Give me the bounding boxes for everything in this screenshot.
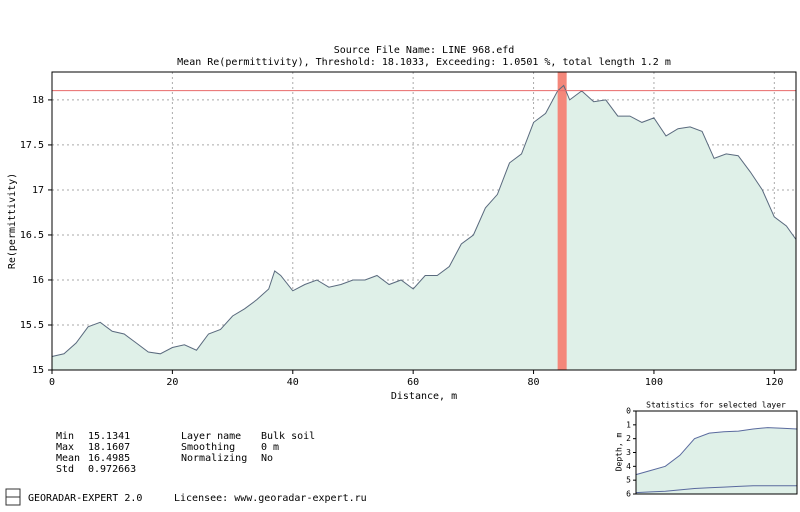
x-tick-label: 40 — [287, 377, 299, 388]
stat-value: 16.4985 — [88, 453, 130, 464]
x-axis-label: Distance, m — [391, 391, 457, 402]
y-tick-label: 16 — [32, 275, 44, 286]
inset-y-label: Depth, m — [615, 433, 624, 472]
stat-value: 0.972663 — [88, 464, 136, 475]
inset-y-tick-label: 4 — [626, 462, 631, 471]
y-axis-label: Re(permittivity) — [7, 173, 18, 269]
chart-title: Source File Name: LINE 968.efd — [334, 45, 515, 56]
stat-label: Mean — [56, 453, 80, 464]
inset-title: Statistics for selected layer — [646, 401, 786, 410]
plot-frame — [51, 71, 797, 371]
layer-label: Layer name — [181, 431, 241, 442]
inset-y-tick-label: 0 — [626, 407, 631, 416]
area-fill — [52, 85, 796, 370]
layer-value: 0 m — [261, 442, 279, 453]
stat-label: Std — [56, 464, 74, 475]
inset-y-tick-label: 3 — [626, 448, 631, 457]
y-tick-label: 17.5 — [20, 140, 44, 151]
x-tick-label: 20 — [166, 377, 178, 388]
x-tick-label: 80 — [528, 377, 540, 388]
highlight-band — [557, 72, 567, 370]
x-tick-label: 120 — [765, 377, 783, 388]
x-tick-label: 100 — [645, 377, 663, 388]
layer-value: Bulk soil — [261, 431, 315, 442]
stat-label: Max — [56, 442, 74, 453]
logo — [5, 488, 21, 506]
y-tick-label: 15.5 — [20, 320, 44, 331]
layer-label: Smoothing — [181, 442, 235, 453]
x-tick-label: 60 — [407, 377, 419, 388]
inset-fill — [636, 427, 797, 494]
x-tick-label: 0 — [49, 377, 55, 388]
licensee: Licensee: www.georadar-expert.ru — [174, 493, 367, 504]
y-tick-label: 17 — [32, 185, 44, 196]
inset-y-tick-label: 2 — [626, 434, 631, 443]
stat-value: 18.1607 — [88, 442, 130, 453]
stat-label: Min — [56, 431, 74, 442]
layer-value: No — [261, 453, 273, 464]
inset-y-tick-label: 5 — [626, 476, 631, 485]
inset-line — [635, 485, 797, 494]
stat-value: 15.1341 — [88, 431, 130, 442]
inset-y-tick-label: 1 — [626, 420, 631, 429]
layer-label: Normalizing — [181, 453, 247, 464]
y-tick-label: 18 — [32, 95, 44, 106]
y-tick-label: 15 — [32, 365, 44, 376]
inset-y-tick-label: 6 — [626, 490, 631, 499]
inset-line — [635, 427, 798, 476]
data-line — [51, 84, 797, 357]
app-name: GEORADAR-EXPERT 2.0 — [28, 493, 142, 504]
chart-subtitle: Mean Re(permittivity), Threshold: 18.103… — [177, 57, 671, 68]
y-tick-label: 16.5 — [20, 230, 44, 241]
